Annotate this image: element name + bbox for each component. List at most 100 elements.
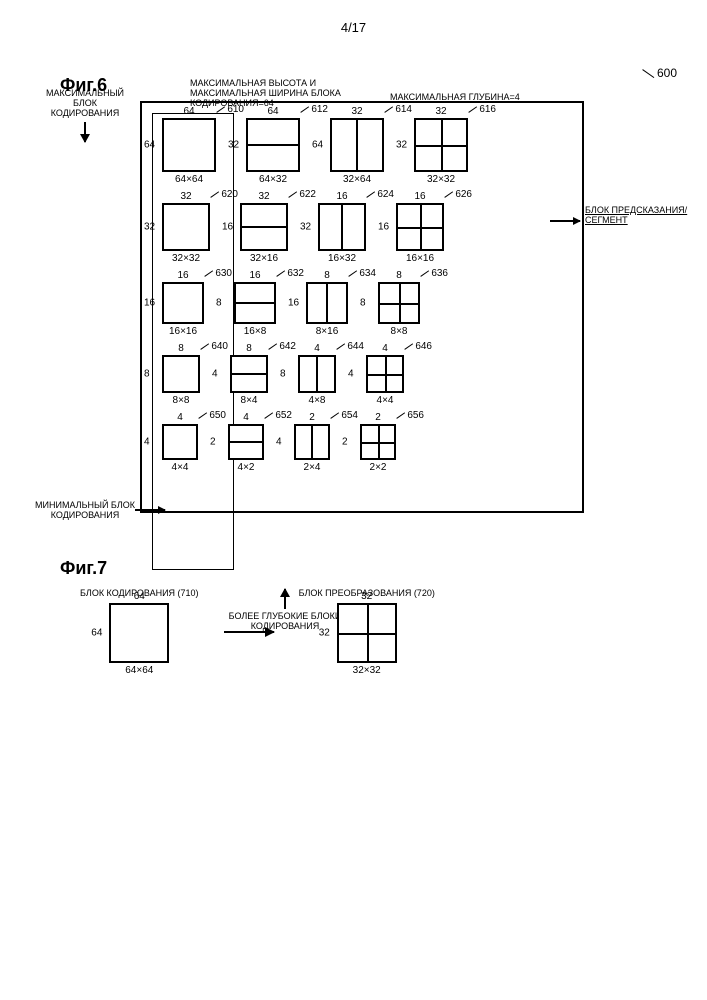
max-block-label: МАКСИМАЛЬНЫЙ БЛОК КОДИРОВАНИЯ <box>40 89 130 142</box>
ref-number: 616 <box>468 104 496 115</box>
size-label: 32×64 <box>343 174 371 185</box>
partition-box <box>414 118 468 172</box>
size-label: 16×8 <box>244 326 267 337</box>
partition-box <box>294 424 330 460</box>
ref-600: 600 <box>641 66 677 80</box>
fig7-diagram: БЛОК КОДИРОВАНИЯ (710) 64 64 64×64 БЛОК … <box>80 589 687 676</box>
grid-cell: 8166348×16 <box>306 282 348 337</box>
size-label: 4×4 <box>377 395 394 406</box>
dim-left: 16 <box>378 222 389 233</box>
partition-box <box>330 118 384 172</box>
coding-box <box>109 603 169 663</box>
size-label: 64×32 <box>259 174 287 185</box>
partition-box <box>366 355 404 393</box>
dim-left: 16 <box>288 298 299 309</box>
partition-box <box>162 355 200 393</box>
fig7-trans-left: 32 <box>319 627 330 638</box>
dim-left: 32 <box>144 222 155 233</box>
min-block-label: МИНИМАЛЬНЫЙ БЛОК КОДИРОВАНИЯ <box>35 501 135 521</box>
partition-box <box>234 282 276 324</box>
dim-left: 32 <box>396 140 407 151</box>
dim-top: 32 <box>414 106 468 117</box>
dim-left: 16 <box>222 222 233 233</box>
dim-top: 32 <box>330 106 384 117</box>
partition-box <box>378 282 420 324</box>
grid-row: 446504×4426524×2246542×4226562×2 <box>162 424 562 473</box>
dim-left: 16 <box>144 298 155 309</box>
ref-number: 632 <box>276 268 304 279</box>
dim-top: 16 <box>234 270 276 281</box>
dim-left: 64 <box>144 140 155 151</box>
grid-cell: 321662232×16 <box>240 203 288 264</box>
dim-top: 16 <box>396 191 444 202</box>
ref-number: 624 <box>366 189 394 200</box>
partition-box <box>306 282 348 324</box>
dim-top: 64 <box>162 106 216 117</box>
grid-cell: 446464×4 <box>366 355 404 406</box>
dim-left: 4 <box>212 369 218 380</box>
grid-cell: 643261264×32 <box>246 118 300 185</box>
dim-top: 8 <box>378 270 420 281</box>
grid-cell: 486444×8 <box>298 355 336 406</box>
dim-top: 4 <box>162 412 198 423</box>
grid-row: 323262032×32321662232×16163262416×321616… <box>162 203 562 264</box>
size-label: 2×2 <box>370 462 387 473</box>
fig7-coding-size: 64×64 <box>125 665 153 676</box>
dim-left: 2 <box>342 437 348 448</box>
dim-top: 16 <box>162 270 204 281</box>
size-label: 4×2 <box>238 462 255 473</box>
deeper-label: БОЛЕЕ ГЛУБОКИЕ БЛОКИ КОДИРОВАНИЯ <box>215 586 355 632</box>
ref-number: 610 <box>216 104 244 115</box>
size-label: 2×4 <box>304 462 321 473</box>
dim-top: 32 <box>162 191 210 202</box>
partition-box <box>162 282 204 324</box>
grid-cell: 323262032×32 <box>162 203 210 264</box>
grid-row: 161663016×1616863216×88166348×16886368×8 <box>162 282 562 337</box>
grid-cell: 446504×4 <box>162 424 198 473</box>
partition-box <box>228 424 264 460</box>
size-label: 32×32 <box>172 253 200 264</box>
page-number: 4/17 <box>20 20 687 35</box>
grid-frame: 646461064×64643261264×32326461432×643232… <box>140 101 584 513</box>
size-label: 32×16 <box>250 253 278 264</box>
dim-top: 32 <box>240 191 288 202</box>
dim-top: 4 <box>366 343 404 354</box>
fig7-coding-left: 64 <box>91 627 102 638</box>
grid-cell: 886408×8 <box>162 355 200 406</box>
partition-box <box>230 355 268 393</box>
ref-number: 644 <box>336 341 364 352</box>
size-label: 16×16 <box>169 326 197 337</box>
size-label: 64×64 <box>175 174 203 185</box>
ref-number: 622 <box>288 189 316 200</box>
partition-box <box>162 203 210 251</box>
dim-left: 64 <box>312 140 323 151</box>
dim-top: 8 <box>230 343 268 354</box>
dim-left: 2 <box>210 437 216 448</box>
partition-box <box>162 118 216 172</box>
dim-top: 2 <box>294 412 330 423</box>
grid-cell: 646461064×64 <box>162 118 216 185</box>
grid-row: 646461064×64643261264×32326461432×643232… <box>162 118 562 185</box>
grid-cell: 161662616×16 <box>396 203 444 264</box>
ref-number: 636 <box>420 268 448 279</box>
dim-left: 8 <box>360 298 366 309</box>
dim-top: 2 <box>360 412 396 423</box>
grid-cell: 163262416×32 <box>318 203 366 264</box>
arrow-right-icon <box>224 631 274 633</box>
dim-top: 4 <box>228 412 264 423</box>
partition-box <box>360 424 396 460</box>
fig7-trans-top: 32 <box>337 591 397 602</box>
grid-cell: 246542×4 <box>294 424 330 473</box>
partition-box <box>318 203 366 251</box>
ref-number: 652 <box>264 410 292 421</box>
grid-cell: 16863216×8 <box>234 282 276 337</box>
dim-left: 8 <box>144 369 150 380</box>
grid-cell: 846428×4 <box>230 355 268 406</box>
partition-box <box>240 203 288 251</box>
ref-number: 642 <box>268 341 296 352</box>
grid-row: 886408×8 846428×4 486444×8 446464×4 <box>162 355 562 406</box>
grid-cell: 161663016×16 <box>162 282 204 337</box>
partition-box <box>162 424 198 460</box>
size-label: 16×32 <box>328 253 356 264</box>
size-label: 8×8 <box>391 326 408 337</box>
